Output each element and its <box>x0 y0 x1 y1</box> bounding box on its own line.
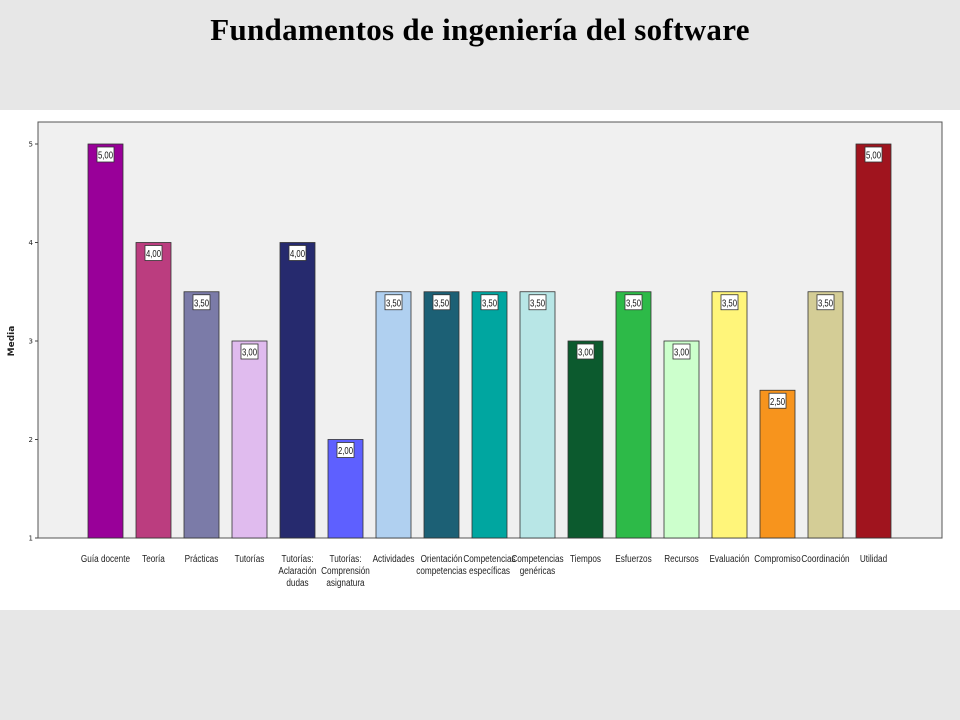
bar <box>567 340 604 539</box>
x-tick-label: Esfuerzos <box>615 552 652 564</box>
data-label-box <box>576 343 595 360</box>
data-label-box <box>336 442 355 458</box>
data-label: 4,00 <box>146 248 161 260</box>
y-tick-label: 4 <box>29 239 34 247</box>
data-label: 2,50 <box>770 396 785 408</box>
page-title: Fundamentos de ingeniería del software <box>210 12 750 47</box>
data-label: 4,00 <box>290 248 305 260</box>
bar <box>663 340 700 539</box>
data-label: 3,50 <box>434 297 449 309</box>
data-label-box <box>624 294 643 311</box>
x-tick-label: Evaluación <box>709 552 749 564</box>
data-label-box <box>288 245 307 261</box>
bar <box>855 143 892 539</box>
x-tick-label: Actividades <box>373 552 415 564</box>
bar <box>759 389 796 539</box>
x-tick-label: Compromiso <box>754 552 800 564</box>
bar <box>279 242 316 539</box>
data-label-box <box>720 294 739 311</box>
data-label-box <box>96 146 115 163</box>
data-label: 3,00 <box>674 347 689 359</box>
y-tick-label: 5 <box>29 141 33 149</box>
data-label: 2,00 <box>338 445 353 457</box>
data-label-box <box>768 392 787 409</box>
x-tick-label: Competencias específicas <box>463 552 516 576</box>
data-label: 3,00 <box>578 347 593 359</box>
bar <box>231 340 268 539</box>
x-tick-label: Prácticas <box>185 552 219 564</box>
data-label: 3,50 <box>386 297 401 309</box>
data-label-box <box>384 294 403 311</box>
data-label: 3,50 <box>722 297 737 309</box>
bar <box>327 439 364 539</box>
x-tick-label: Orientación competencias <box>416 552 467 576</box>
data-label: 3,50 <box>530 297 545 309</box>
chart-panel: 1 2 3 4 5 Media 5,00 4,00 3,50 3,00 4,00 2,00 3,50 3… <box>0 110 960 610</box>
y-axis-label: Media <box>7 326 17 357</box>
data-label-box <box>528 294 547 311</box>
y-tick-label: 3 <box>29 338 33 346</box>
data-label-box <box>480 294 499 311</box>
bar <box>375 291 412 539</box>
bar <box>615 291 652 539</box>
bar <box>471 291 508 539</box>
data-label: 3,50 <box>482 297 497 309</box>
data-label: 3,50 <box>626 297 641 309</box>
data-label-box <box>816 294 835 311</box>
x-tick-label: Tiempos <box>570 552 601 564</box>
bar <box>87 143 124 539</box>
data-label: 5,00 <box>866 150 881 162</box>
x-tick-label: Coordinación <box>801 552 849 564</box>
x-tick-label: Teoría <box>142 552 165 564</box>
x-tick-label: Tutorías <box>235 552 265 564</box>
data-label-box <box>144 245 163 261</box>
data-label: 3,50 <box>194 297 209 309</box>
y-tick-label: 1 <box>29 535 33 543</box>
x-tick-label: Tutorías: Aclaración dudas <box>278 552 316 588</box>
x-tick-label: Guía docente <box>81 552 130 564</box>
data-label-box <box>192 294 211 311</box>
data-label-box <box>240 343 259 360</box>
x-tick-label: Utilidad <box>860 552 887 564</box>
data-label: 5,00 <box>98 150 113 162</box>
data-label-box <box>864 146 883 163</box>
bar <box>423 291 460 539</box>
x-tick-label: Competencias genéricas <box>511 552 564 576</box>
bar <box>183 291 220 539</box>
data-label: 3,50 <box>818 297 833 309</box>
x-tick-label: Tutorías: Comprensión asignatura <box>321 552 370 588</box>
data-label-box <box>432 294 451 311</box>
y-tick-label: 2 <box>29 436 33 444</box>
bar <box>711 291 748 539</box>
bar <box>135 242 172 539</box>
x-tick-label: Recursos <box>664 552 699 564</box>
bar <box>519 291 556 539</box>
bar-chart: 1 2 3 4 5 Media 5,00 4,00 3,50 3,00 4,00 2,00 3,50 3… <box>7 121 943 588</box>
data-label: 3,00 <box>242 347 257 359</box>
bar <box>807 291 844 539</box>
data-label-box <box>672 343 691 360</box>
